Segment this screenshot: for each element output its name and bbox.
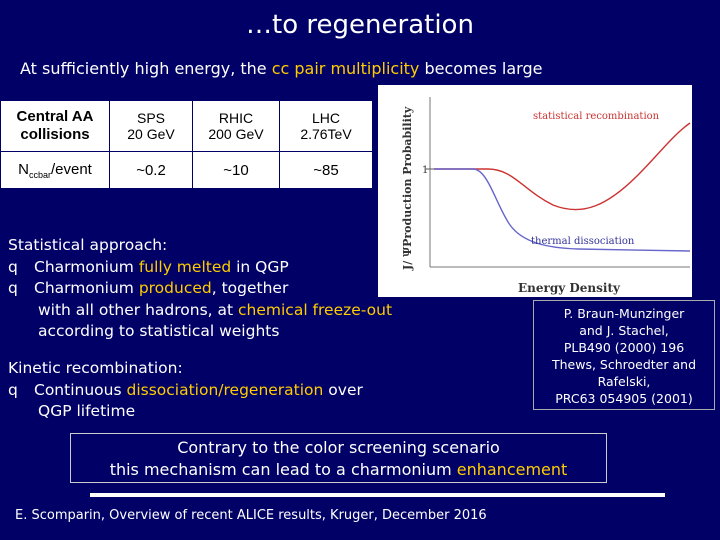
slide-title: …to regeneration [246, 10, 474, 40]
table-header-lhc: LHC 2.76TeV [279, 100, 373, 152]
footer-text: E. Scomparin, Overview of recent ALICE r… [15, 508, 487, 523]
kinetic-bullet-1: q Continuous dissociation/regeneration ov… [8, 380, 363, 402]
sb2-l2-hl: chemical freeze-out [238, 300, 393, 319]
recombination-curve [434, 122, 691, 211]
production-probability-plot: J/ ΨProduction Probability 1 statistical… [378, 85, 692, 297]
sb2-l2-before: with all other hadrons, at [38, 300, 239, 319]
table-header-sps: SPS 20 GeV [109, 100, 193, 152]
footer-rule [90, 493, 665, 497]
ref-line-2: and J. Stachel, [579, 323, 669, 338]
ref-line-6: PRC63 054905 (2001) [555, 391, 693, 406]
page-number: 59 [660, 496, 677, 511]
energy-table: Central AA collisions SPS 20 GeV RHIC 200 … [0, 100, 373, 189]
plot-y-tick-1: 1 [422, 165, 428, 176]
sb1-after: in QGP [231, 257, 289, 276]
sps-name: SPS [136, 110, 165, 126]
bullet-icon: q [8, 279, 18, 297]
bullet-icon: q [8, 380, 18, 399]
subtitle-text-before: At sufficiently high energy, the [20, 59, 272, 78]
sb2-hl: produced [138, 279, 212, 297]
lhc-energy: 2.76TeV [300, 126, 352, 142]
conclusion-line-1: Contrary to the color screening scenario [177, 438, 500, 457]
kb1-before: Continuous [34, 380, 127, 399]
table-header-rhic: RHIC 200 GeV [192, 100, 280, 152]
plot-ylabel: J/ ΨProduction Probability [401, 106, 414, 271]
lhc-name: LHC [311, 110, 340, 126]
ncc-n: N [18, 160, 29, 178]
plot-xlabel: Energy Density [518, 281, 621, 295]
kb1-hl: dissociation/regeneration [126, 380, 324, 399]
table-header-label: Central AA collisions [0, 100, 110, 152]
statistical-approach-block: Statistical approach: q Charmonium fully … [8, 235, 392, 343]
table-cell-rhic: ~10 [192, 151, 280, 189]
rhic-name: RHIC [218, 110, 254, 126]
sb1-before: Charmonium [34, 257, 139, 276]
rhic-energy: 200 GeV [208, 126, 264, 142]
kinetic-heading: Kinetic recombination: [8, 359, 183, 377]
subtitle-text-after: becomes large [419, 59, 543, 78]
sps-energy: 20 GeV [127, 126, 175, 142]
table-row-label: Nccbar/event [0, 151, 110, 189]
statistical-bullet-1: q Charmonium fully melted in QGP [8, 257, 392, 279]
bullet-icon: q [8, 257, 18, 276]
reference-box: P. Braun-Munzinger and J. Stachel, PLB49… [533, 300, 715, 410]
statistical-bullet-2-line-2: with all other hadrons, at chemical free… [8, 300, 392, 322]
ref-line-3: PLB490 (2000) 196 [563, 340, 685, 355]
conclusion-before: this mechanism can lead to a charmonium [109, 460, 457, 479]
kinetic-recombination-block: Kinetic recombination: q Continuous disso… [8, 358, 363, 423]
table-header-row: Central AA collisions SPS 20 GeV RHIC 200 … [0, 100, 373, 152]
recombination-label: statistical recombination [533, 111, 660, 122]
ref-line-5: Rafelski, [597, 374, 651, 389]
conclusion-box: Contrary to the color screening scenario… [70, 433, 607, 483]
kinetic-bullet-1-line-2: QGP lifetime [38, 402, 136, 420]
conclusion-hl: enhancement [456, 460, 568, 479]
ncc-tail: /event [50, 160, 92, 178]
ref-line-4: Thews, Schroedter and [551, 357, 697, 372]
table-cell-lhc: ~85 [279, 151, 373, 189]
table-cell-sps: ~0.2 [109, 151, 193, 189]
sb1-hl: fully melted [138, 257, 232, 276]
sb2-before: Charmonium [34, 279, 139, 297]
statistical-heading: Statistical approach: [8, 236, 168, 254]
table-row: Nccbar/event ~0.2 ~10 ~85 [0, 151, 373, 189]
sb2-after: , together [211, 279, 289, 297]
plot-svg: J/ ΨProduction Probability 1 statistical… [401, 97, 691, 295]
statistical-bullet-2: q Charmonium produced, together [8, 278, 392, 300]
dissociation-label: thermal dissociation [531, 236, 635, 247]
conclusion-line-2: this mechanism can lead to a charmonium … [71, 459, 606, 481]
kb1-after: over [323, 380, 363, 399]
slide-subtitle: At sufficiently high energy, the cc pair… [20, 59, 542, 78]
ref-line-1: P. Braun-Munzinger [563, 306, 685, 321]
subtitle-highlight: cc pair multiplicity [271, 59, 420, 78]
ncc-sub: ccbar [28, 169, 51, 180]
statistical-bullet-2-line-3: according to statistical weights [38, 322, 280, 340]
dissociation-curve [434, 168, 691, 252]
